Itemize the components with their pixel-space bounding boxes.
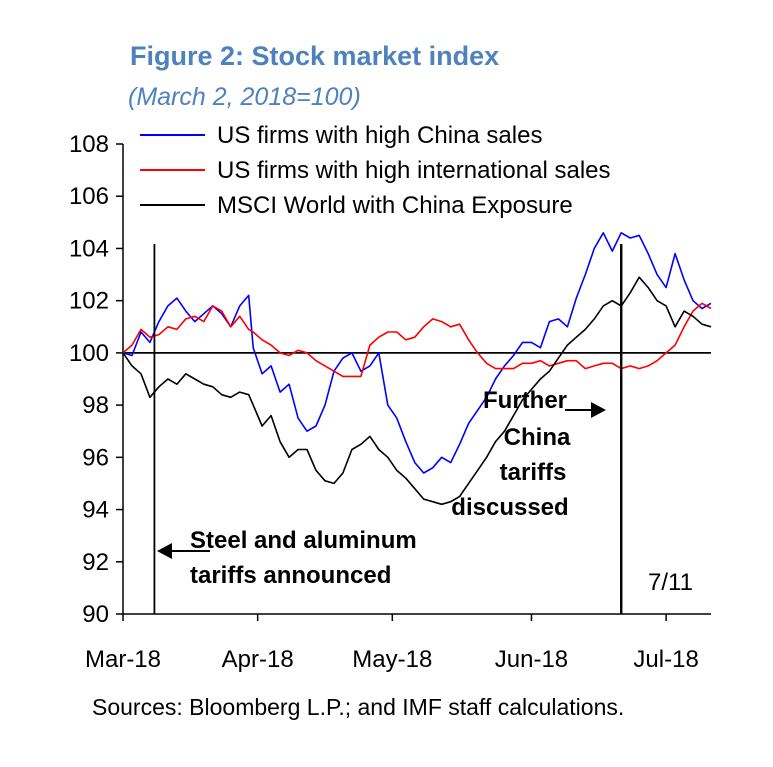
chart-title: Figure 2: Stock market index [130, 41, 499, 71]
annotation-further-line1: Further [483, 387, 567, 414]
chart-subtitle: (March 2, 2018=100) [128, 83, 361, 111]
y-axis: 90 92 94 96 98 100 102 104 106 108 [69, 131, 123, 628]
x-tick-label: Apr-18 [222, 646, 294, 673]
annotation-further-line4: discussed [451, 494, 568, 521]
legend-label-china-sales: US firms with high China sales [217, 122, 542, 149]
y-tick-label: 106 [69, 183, 109, 210]
legend-label-msci: MSCI World with China Exposure [217, 192, 573, 219]
y-tick-label: 102 [69, 288, 109, 315]
annotation-arrowhead-right [591, 402, 606, 418]
y-tick-label: 96 [82, 444, 109, 471]
y-tick-label: 90 [82, 601, 109, 628]
date-label: 7/11 [648, 569, 693, 596]
annotation-further-tariffs: Further China tariffs discussed [451, 387, 606, 521]
series-line-msci [122, 276, 712, 506]
annotation-arrowhead-left [157, 543, 172, 559]
annotation-steel-line2: tariffs announced [190, 562, 391, 589]
y-tick-label: 100 [69, 340, 109, 367]
series-lines [122, 232, 712, 506]
y-tick-label: 104 [69, 235, 109, 262]
annotation-further-line3: tariffs [500, 459, 567, 486]
y-tick-label: 108 [69, 131, 109, 158]
legend-label-intl-sales: US firms with high international sales [217, 157, 611, 184]
series-line-intl-sales [122, 302, 712, 378]
y-tick-label: 98 [82, 392, 109, 419]
legend: US firms with high China sales US firms … [140, 122, 611, 219]
plot-frame [122, 144, 711, 615]
x-tick-label: Jul-18 [633, 646, 698, 673]
x-tick-label: Mar-18 [85, 646, 161, 673]
annotation-further-line2: China [504, 424, 571, 451]
y-tick-label: 92 [82, 549, 109, 576]
x-tick-label: May-18 [352, 646, 432, 673]
event-lines [153, 244, 623, 614]
x-tick-label: Jun-18 [495, 646, 568, 673]
x-axis: Mar-18 Apr-18 May-18 Jun-18 Jul-18 [85, 614, 699, 673]
annotation-steel-line1: Steel and aluminum [190, 527, 417, 554]
series-line-china-sales [122, 232, 712, 474]
y-tick-label: 94 [82, 497, 109, 524]
annotation-steel-tariffs: Steel and aluminum tariffs announced [157, 527, 417, 589]
source-note: Sources: Bloomberg L.P.; and IMF staff c… [92, 694, 624, 720]
